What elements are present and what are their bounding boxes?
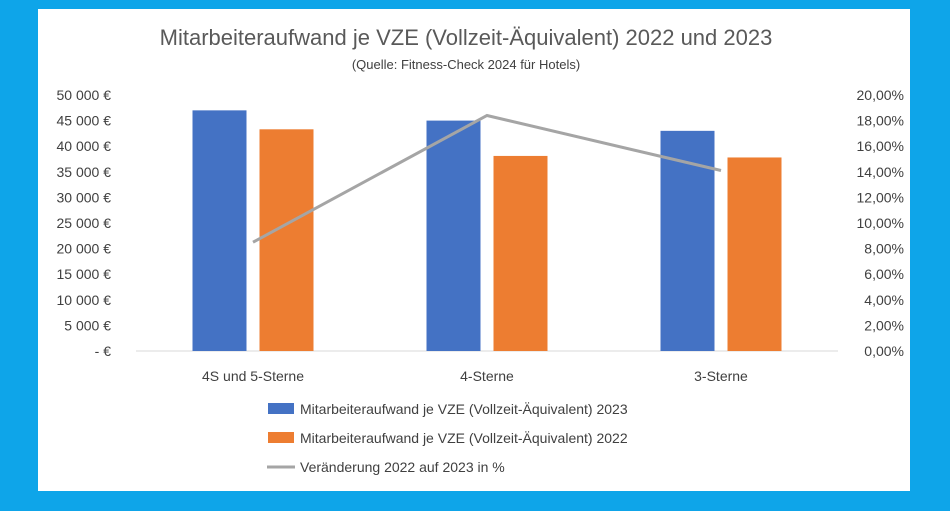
right-tick-label: 0,00% [864, 343, 904, 359]
chart-title: Mitarbeiteraufwand je VZE (Vollzeit-Äqui… [160, 25, 773, 50]
right-tick-label: 14,00% [857, 164, 904, 180]
combo-chart: Mitarbeiteraufwand je VZE (Vollzeit-Äqui… [57, 25, 905, 475]
left-tick-label: 40 000 € [57, 138, 112, 154]
chart-subtitle: (Quelle: Fitness-Check 2024 für Hotels) [352, 57, 580, 72]
category-label: 4S und 5-Sterne [202, 368, 304, 384]
bar-2022 [259, 129, 314, 351]
legend-swatch [268, 403, 294, 414]
legend-label: Mitarbeiteraufwand je VZE (Vollzeit-Äqui… [300, 430, 628, 446]
line-series-group [252, 113, 722, 244]
right-tick-label: 8,00% [864, 241, 904, 257]
legend: Mitarbeiteraufwand je VZE (Vollzeit-Äqui… [267, 401, 628, 475]
right-tick-label: 6,00% [864, 266, 904, 282]
legend-label: Veränderung 2022 auf 2023 in % [300, 459, 505, 475]
left-axis: - € 5 000 € 10 000 € 15 000 € 20 000 € 25 000… [57, 87, 112, 359]
left-tick-label: 45 000 € [57, 113, 112, 129]
bar-2022 [493, 155, 548, 351]
right-tick-label: 18,00% [857, 113, 904, 129]
category-label: 3-Sterne [694, 368, 748, 384]
right-tick-label: 4,00% [864, 292, 904, 308]
category-labels: 4S und 5-Sterne 4-Sterne 3-Sterne [202, 368, 748, 384]
right-tick-label: 20,00% [857, 87, 904, 103]
right-tick-label: 2,00% [864, 317, 904, 333]
legend-swatch [268, 432, 294, 443]
bar-2023 [192, 110, 247, 351]
category-label: 4-Sterne [460, 368, 514, 384]
right-tick-label: 10,00% [857, 215, 904, 231]
left-tick-label: 5 000 € [64, 317, 111, 333]
right-axis: 0,00% 2,00% 4,00% 6,00% 8,00% 10,00% 12,00% 14,… [857, 87, 904, 359]
left-tick-label: 20 000 € [57, 241, 112, 257]
left-tick-label: 10 000 € [57, 292, 112, 308]
left-tick-label: 35 000 € [57, 164, 112, 180]
right-tick-label: 12,00% [857, 189, 904, 205]
bar-2023 [426, 120, 481, 351]
chart-panel: Mitarbeiteraufwand je VZE (Vollzeit-Äqui… [38, 9, 910, 491]
legend-label: Mitarbeiteraufwand je VZE (Vollzeit-Äqui… [300, 401, 628, 417]
bars-group [192, 110, 782, 351]
left-tick-label: 15 000 € [57, 266, 112, 282]
bar-2022 [727, 157, 782, 351]
left-tick-label: 25 000 € [57, 215, 112, 231]
right-tick-label: 16,00% [857, 138, 904, 154]
left-tick-label: - € [95, 343, 112, 359]
change-line [252, 113, 722, 244]
left-tick-label: 30 000 € [57, 189, 112, 205]
left-tick-label: 50 000 € [57, 87, 112, 103]
